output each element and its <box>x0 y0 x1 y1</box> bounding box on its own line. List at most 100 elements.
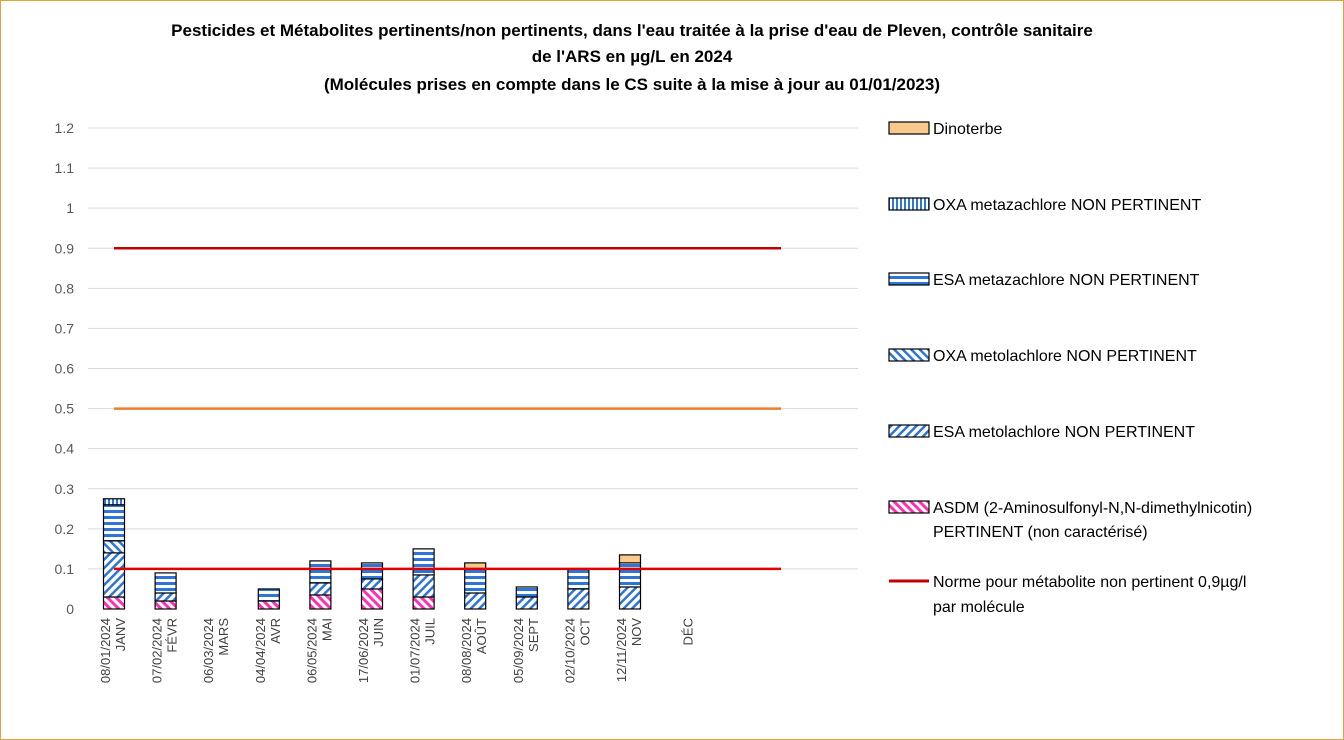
bar-segment <box>257 600 280 610</box>
y-axis-ticks: 0 0.1 0.2 0.3 0.4 0.5 0.6 0.7 0.8 0.9 1 1.1 1.2 <box>55 120 75 617</box>
bar-segment <box>567 568 590 590</box>
chart-title-line-1: Pesticides et Métabolites pertinents/non… <box>171 21 1093 40</box>
legend-label: Norme pour métabolite non pertinent 0,9µ… <box>933 574 1246 591</box>
x-tick-month: MAI <box>319 618 334 641</box>
bar-segment <box>515 596 538 610</box>
y-tick-label: 0.5 <box>55 401 75 417</box>
y-tick-label: 0.9 <box>55 240 75 256</box>
legend-label: ASDM (2-Aminosulfonyl-N,N-dimethylnicoti… <box>933 500 1252 517</box>
legend-label: OXA metolachlore NON PERTINENT <box>933 348 1197 365</box>
legend-swatch <box>888 272 930 286</box>
x-tick-label: 08/01/2024 JANV <box>98 618 128 683</box>
x-tick-date: 08/08/2024 <box>459 618 474 683</box>
x-tick-label: 01/07/2024 JUIL <box>408 618 438 683</box>
x-tick-month: SEPT <box>526 618 541 652</box>
x-axis-labels: 08/01/2024 JANV 07/02/2024 FÉVR 06/03/2024 MA… <box>98 618 696 683</box>
x-tick-label: 06/05/2024 MAI <box>304 618 334 683</box>
chart-title-line-2: de l'ARS en µg/L en 2024 <box>532 47 733 66</box>
x-tick-label: 07/02/2024 FÉVR <box>150 618 180 683</box>
bar-segment <box>360 578 384 590</box>
x-tick-label: DÉC <box>681 618 696 645</box>
bar-segment <box>412 596 435 610</box>
x-tick-month: NOV <box>629 618 644 647</box>
bar-segment <box>154 572 177 594</box>
x-tick-label: 04/04/2024 AVR <box>253 618 283 683</box>
bar-segment <box>412 574 435 598</box>
bar-segment <box>618 554 642 564</box>
legend-label: ESA metolachlore NON PERTINENT <box>933 424 1195 441</box>
bar-segment <box>102 504 126 542</box>
grid <box>88 127 858 570</box>
x-tick-month: JANV <box>113 618 128 652</box>
legend-swatch <box>888 500 930 514</box>
x-tick-month: JUIL <box>423 618 438 645</box>
y-tick-label: 0.3 <box>55 481 75 497</box>
reference-lines <box>114 247 781 571</box>
bar-segment <box>102 596 126 610</box>
bar-segment <box>257 588 280 602</box>
y-tick-label: 0.6 <box>55 361 75 377</box>
bar-segment <box>618 562 642 588</box>
chart-title-line-3: (Molécules prises en compte dans le CS s… <box>324 75 940 94</box>
x-tick-date: 02/10/2024 <box>562 618 577 683</box>
x-tick-month: JUIN <box>371 618 386 647</box>
y-tick-label: 0.8 <box>55 280 75 296</box>
bar-segment <box>309 594 332 610</box>
bar-segment <box>360 562 384 580</box>
bar-segment <box>412 548 435 576</box>
legend-label: ESA metazachlore NON PERTINENT <box>933 272 1200 289</box>
bar-segment <box>567 588 590 610</box>
x-tick-label: 05/09/2024 SEPT <box>511 618 541 683</box>
bar-segment <box>515 586 538 598</box>
y-tick-label: 1 <box>66 200 74 216</box>
x-tick-month: MARS <box>216 618 231 656</box>
x-tick-month: DÉC <box>681 618 696 645</box>
legend-swatch <box>888 348 930 362</box>
legend-label: OXA metazachlore NON PERTINENT <box>933 197 1201 214</box>
bar-segment <box>154 592 177 602</box>
legend-swatch <box>888 197 930 211</box>
bar-segment <box>102 552 126 598</box>
x-tick-label: 08/08/2024 AOÛT <box>459 618 489 683</box>
x-tick-date: 12/11/2024 <box>614 618 629 682</box>
y-tick-label: 1.2 <box>55 120 75 136</box>
x-tick-month: FÉVR <box>165 618 180 653</box>
bar-segment <box>464 568 487 594</box>
bar-segment <box>360 588 384 610</box>
bar-segment <box>618 586 642 610</box>
x-tick-date: 06/05/2024 <box>304 618 319 683</box>
y-tick-label: 0.1 <box>55 561 75 577</box>
bar-segment <box>309 560 332 584</box>
x-tick-label: 12/11/2024 NOV <box>614 618 644 682</box>
y-tick-label: 1.1 <box>55 160 75 176</box>
bar-segment <box>154 600 177 610</box>
legend-label: Dinoterbe <box>933 121 1002 138</box>
legend-swatch <box>888 424 930 438</box>
x-tick-month: AOÛT <box>474 618 489 654</box>
x-tick-date: 01/07/2024 <box>408 618 423 683</box>
x-tick-month: OCT <box>577 618 592 646</box>
chart-title: Pesticides et Métabolites pertinents/non… <box>171 21 1093 94</box>
x-tick-label: 06/03/2024 MARS <box>201 618 231 683</box>
x-tick-month: AVR <box>268 618 283 644</box>
legend-label-line2: par molécule <box>933 599 1025 616</box>
x-tick-date: 07/02/2024 <box>150 618 165 683</box>
x-tick-label: 17/06/2024 JUIN <box>356 618 386 683</box>
y-tick-label: 0.4 <box>55 441 75 457</box>
bars <box>102 498 642 610</box>
bar-segment <box>309 582 332 596</box>
y-tick-label: 0.2 <box>55 521 75 537</box>
y-tick-label: 0.7 <box>55 320 75 336</box>
bar-segment <box>102 540 126 554</box>
x-tick-date: 17/06/2024 <box>356 618 371 683</box>
x-tick-date: 05/09/2024 <box>511 618 526 683</box>
x-tick-date: 04/04/2024 <box>253 618 268 683</box>
x-tick-date: 06/03/2024 <box>201 618 216 683</box>
x-tick-date: 08/01/2024 <box>98 618 113 683</box>
x-tick-label: 02/10/2024 OCT <box>562 618 592 683</box>
legend: Dinoterbe OXA metazachlore NON PERTINENT E… <box>888 121 1252 616</box>
legend-label-line2: PERTINENT (non caractérisé) <box>933 524 1148 541</box>
bar-segment <box>464 592 487 610</box>
legend-swatch <box>888 121 930 135</box>
